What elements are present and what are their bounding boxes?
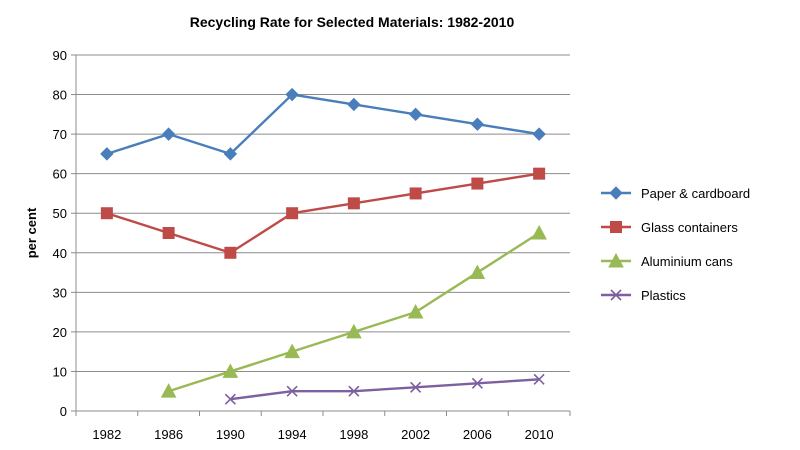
gridlines <box>76 54 570 372</box>
data-point-glass-containers <box>409 187 422 200</box>
data-point-plastics <box>286 385 298 397</box>
series-line-glass-containers <box>106 172 540 254</box>
data-point-glass-containers <box>162 227 175 239</box>
series-plastics <box>224 373 545 405</box>
legend-label: Plastics <box>641 288 686 303</box>
tick-labels: 0 10 20 30 40 50 60 70 80 90 1982 1986 1990 1994 1998 2… <box>53 48 554 442</box>
y-tick-label: 90 <box>53 48 67 63</box>
legend-swatch-marker <box>609 186 623 200</box>
data-point-aluminium-cans <box>222 363 239 378</box>
data-point-aluminium-cans <box>346 323 362 339</box>
y-tick-label: 60 <box>53 167 67 182</box>
data-point-glass-containers <box>347 197 360 210</box>
legend-item-aluminium-cans: Aluminium cans <box>601 252 733 269</box>
y-tick-label: 20 <box>53 325 67 340</box>
series-line-paper-and-cardboard <box>106 93 540 156</box>
data-point-paper-and-cardboard <box>161 127 176 141</box>
data-point-glass-containers <box>100 207 113 220</box>
data-point-glass-containers <box>533 167 546 180</box>
data-point-paper-and-cardboard <box>347 97 361 112</box>
axes <box>71 54 571 416</box>
data-point-glass-containers <box>471 177 484 190</box>
x-tick-label: 1982 <box>92 427 121 442</box>
x-tick-label: 2010 <box>525 427 554 442</box>
y-tick-label: 80 <box>53 88 67 103</box>
data-point-paper-and-cardboard <box>223 147 238 161</box>
data-point-paper-and-cardboard <box>100 147 114 161</box>
legend: Paper & cardboard Glass containers Alumini… <box>601 186 750 303</box>
data-point-paper-and-cardboard <box>532 127 546 141</box>
legend-label: Glass containers <box>641 220 738 235</box>
data-point-paper-and-cardboard <box>285 87 299 102</box>
y-tick-label: 30 <box>53 285 67 300</box>
data-point-paper-and-cardboard <box>470 117 485 131</box>
series-line-aluminium-cans <box>168 231 540 393</box>
legend-label: Paper & cardboard <box>641 186 750 201</box>
legend-swatch-marker <box>610 221 622 233</box>
y-tick-label: 0 <box>60 404 67 419</box>
legend-item-paper-and-cardboard: Paper & cardboard <box>601 186 750 201</box>
x-tick-label: 1990 <box>216 427 245 442</box>
data-point-paper-and-cardboard <box>408 107 423 122</box>
data-point-glass-containers <box>286 207 299 220</box>
x-tick-label: 1986 <box>154 427 183 442</box>
x-tick-label: 1998 <box>339 427 368 442</box>
y-axis-title: per cent <box>24 207 39 258</box>
legend-swatch-marker <box>610 289 622 301</box>
data-point-plastics <box>410 381 422 393</box>
y-tick-label: 10 <box>53 364 67 379</box>
y-tick-label: 40 <box>53 246 67 261</box>
data-point-aluminium-cans <box>407 304 424 319</box>
data-point-aluminium-cans <box>531 224 547 240</box>
series-glass-containers <box>100 167 546 259</box>
data-point-aluminium-cans <box>160 383 177 398</box>
chart-title: Recycling Rate for Selected Materials: 1… <box>190 14 515 30</box>
y-tick-label: 50 <box>53 206 67 221</box>
data-point-aluminium-cans <box>284 343 300 359</box>
legend-label: Aluminium cans <box>641 254 733 269</box>
data-point-plastics <box>533 373 545 385</box>
data-point-plastics <box>224 393 236 405</box>
data-point-plastics <box>471 377 483 389</box>
series-group <box>100 87 547 405</box>
x-tick-label: 2002 <box>401 427 430 442</box>
series-line-plastics <box>230 378 540 401</box>
data-point-plastics <box>348 385 360 397</box>
data-point-aluminium-cans <box>469 264 486 280</box>
series-paper-and-cardboard <box>100 87 546 161</box>
y-tick-label: 70 <box>53 127 67 142</box>
x-tick-label: 1994 <box>278 427 307 442</box>
legend-item-glass-containers: Glass containers <box>601 220 738 235</box>
data-point-glass-containers <box>224 246 237 259</box>
x-tick-label: 2006 <box>463 427 492 442</box>
legend-item-plastics: Plastics <box>601 288 686 303</box>
series-aluminium-cans <box>160 224 547 398</box>
legend-swatch-marker <box>608 252 624 268</box>
